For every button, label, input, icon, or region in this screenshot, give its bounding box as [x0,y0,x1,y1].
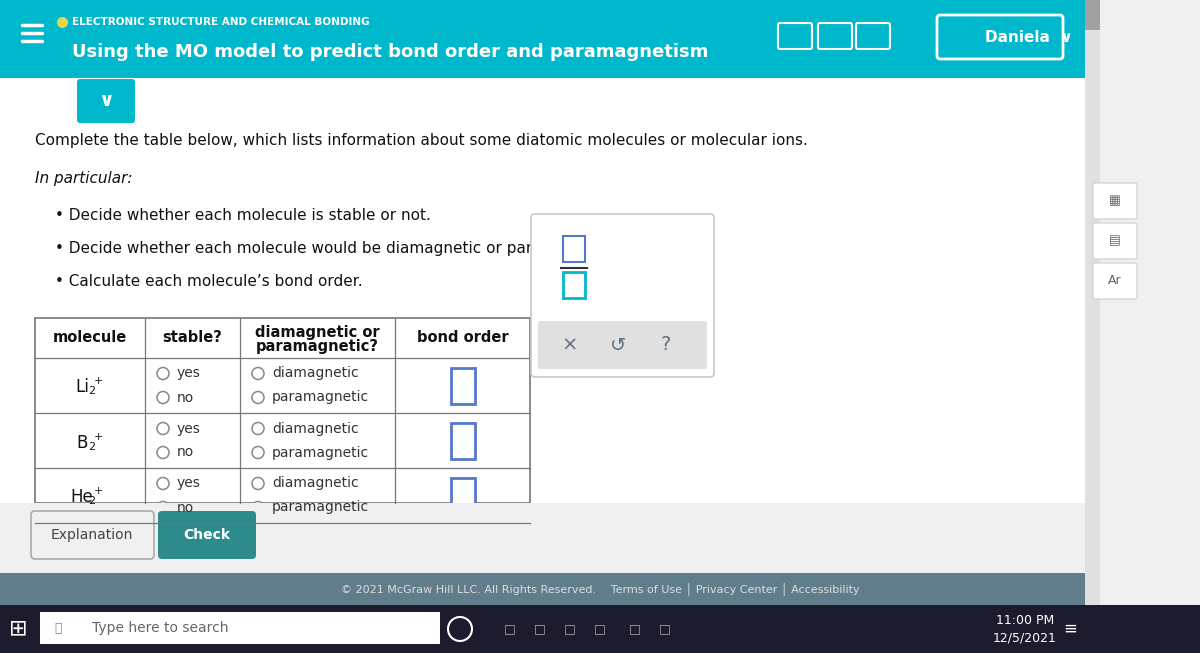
Text: B: B [77,434,88,451]
Text: ▤: ▤ [1109,234,1121,247]
Circle shape [252,477,264,490]
Text: 11:00 PM: 11:00 PM [996,614,1054,626]
Text: yes: yes [178,477,200,490]
Text: diamagnetic: diamagnetic [272,477,359,490]
FancyBboxPatch shape [1093,263,1138,299]
Text: diamagnetic or: diamagnetic or [256,325,380,340]
Bar [450,422,474,458]
Circle shape [252,392,264,404]
Text: molecule: molecule [53,330,127,345]
Text: Check: Check [184,528,230,542]
Text: □: □ [659,622,671,635]
Circle shape [157,392,169,404]
Text: bond order: bond order [416,330,509,345]
Circle shape [157,422,169,434]
Text: paramagnetic: paramagnetic [272,500,370,515]
Bar [1085,0,1100,30]
Bar [35,318,530,503]
FancyBboxPatch shape [31,511,154,559]
Text: 2: 2 [89,496,96,507]
Text: ?: ? [661,336,671,355]
Text: • Decide whether each molecule is stable or not.: • Decide whether each molecule is stable… [55,208,431,223]
Text: ELECTRONIC STRUCTURE AND CHEMICAL BONDING: ELECTRONIC STRUCTURE AND CHEMICAL BONDIN… [72,17,370,27]
Text: • Decide whether each molecule would be diamagnetic or paramagnetic.: • Decide whether each molecule would be … [55,240,618,255]
Bar [40,612,440,644]
Text: 2: 2 [89,441,96,451]
Text: Li: Li [76,379,89,396]
Text: © 2021 McGraw Hill LLC. All Rights Reserved.  Terms of Use │ Privacy Center │ Ac: © 2021 McGraw Hill LLC. All Rights Reser… [341,582,859,596]
Bar [35,318,530,503]
Text: 🔍: 🔍 [54,622,61,635]
FancyBboxPatch shape [1093,223,1138,259]
Bar [563,272,586,298]
Text: ≡: ≡ [1063,620,1076,638]
Circle shape [252,502,264,513]
Text: Complete the table below, which lists information about some diatomic molecules : Complete the table below, which lists in… [35,133,808,148]
Circle shape [157,477,169,490]
Text: no: no [178,500,194,515]
Text: paramagnetic?: paramagnetic? [256,338,379,353]
Text: □: □ [564,622,576,635]
Text: Type here to search: Type here to search [91,621,228,635]
Text: ▦: ▦ [1109,195,1121,208]
FancyBboxPatch shape [77,79,134,123]
Bar [0,503,1085,573]
Circle shape [157,502,169,513]
Circle shape [252,422,264,434]
Text: paramagnetic: paramagnetic [272,445,370,460]
Text: 12/5/2021: 12/5/2021 [994,631,1057,645]
Text: diamagnetic: diamagnetic [272,421,359,436]
Bar [0,605,1200,653]
Text: Daniela  ∨: Daniela ∨ [985,29,1073,44]
Text: □: □ [504,622,516,635]
Text: In particular:: In particular: [35,170,132,185]
Text: yes: yes [178,421,200,436]
Text: +: + [94,432,103,441]
Bar [450,368,474,404]
FancyBboxPatch shape [1093,183,1138,219]
Text: Using the MO model to predict bond order and paramagnetism: Using the MO model to predict bond order… [72,43,708,61]
Bar [0,78,1085,613]
Text: □: □ [629,622,641,635]
FancyBboxPatch shape [538,321,707,369]
FancyBboxPatch shape [530,214,714,377]
Text: diamagnetic: diamagnetic [272,366,359,381]
Text: +: + [94,377,103,387]
Text: ↺: ↺ [610,336,626,355]
Text: no: no [178,445,194,460]
Text: +: + [94,486,103,496]
Text: ∨: ∨ [98,91,114,110]
Text: ×: × [562,336,578,355]
Circle shape [252,447,264,458]
Text: paramagnetic: paramagnetic [272,390,370,404]
Text: • Calculate each molecule’s bond order.: • Calculate each molecule’s bond order. [55,274,362,289]
Text: Explanation: Explanation [50,528,133,542]
Text: □: □ [594,622,606,635]
Bar [0,0,1085,78]
Text: □: □ [534,622,546,635]
Text: Ar: Ar [1108,274,1122,287]
Circle shape [252,368,264,379]
Text: He: He [71,488,94,507]
Bar [450,477,474,513]
Text: 2: 2 [89,387,96,396]
FancyBboxPatch shape [158,511,256,559]
Text: yes: yes [178,366,200,381]
Bar [0,573,1085,605]
Bar [1085,0,1100,653]
Circle shape [157,447,169,458]
Text: stable?: stable? [162,330,222,345]
Text: ⊞: ⊞ [8,619,28,639]
Circle shape [157,368,169,379]
Text: no: no [178,390,194,404]
Bar [563,236,586,262]
